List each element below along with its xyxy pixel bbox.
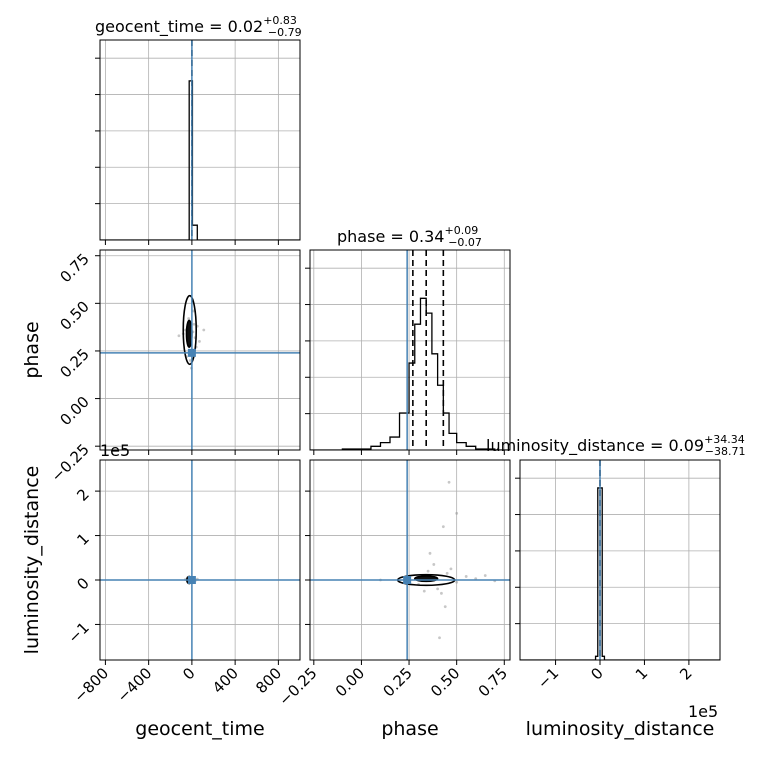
panel-frame — [99, 249, 301, 451]
y-tick-label: −0.25 — [48, 440, 93, 485]
scatter-layer — [100, 460, 300, 660]
scatter-point — [432, 563, 436, 566]
contour-core — [185, 319, 193, 348]
truth-marker — [403, 576, 412, 584]
scatter-point — [436, 587, 440, 591]
scatter-point — [447, 480, 451, 484]
scatter-point — [422, 589, 426, 593]
panel-frame — [519, 459, 721, 661]
x-tick-label: −400 — [114, 664, 156, 706]
panel-frame — [309, 249, 511, 451]
ylabel-phase: phase — [21, 321, 43, 378]
y-tick-label: 1 — [73, 530, 92, 549]
xlabel-geocent-time: geocent_time — [135, 718, 264, 740]
histogram-step — [100, 80, 300, 240]
panel-geocent_time-geocent_time — [95, 39, 301, 245]
y-tick-label: 0.50 — [56, 297, 92, 333]
panel-frame — [309, 459, 511, 661]
scatter-point — [443, 605, 447, 609]
scatter-point — [426, 569, 430, 573]
offset-text-luminosity-distance-x: 1e5 — [688, 702, 718, 721]
panel-phase-luminosity_distance: −0.25 0.00 0.25 0.50 0.75 — [275, 459, 511, 709]
y-tick-label: 0.00 — [56, 393, 92, 429]
x-tick-label: −800 — [70, 664, 112, 706]
scatter-layer — [310, 460, 510, 660]
panel-geocent_time-phase: −0.25 0.00 0.25 0.50 0.75 — [48, 249, 301, 486]
x-tick-label: −1 — [534, 664, 562, 692]
scatter-point — [440, 591, 443, 595]
x-tick-label: 0 — [179, 664, 198, 683]
panel-frame — [99, 39, 301, 241]
scatter-point — [464, 575, 468, 578]
title-phase: phase = 0.34+0.09 −0.07 — [337, 224, 482, 249]
scatter-point — [449, 567, 453, 571]
scatter-layer — [100, 250, 300, 450]
x-tick-label: 0 — [587, 664, 606, 683]
panel-phase-phase — [305, 249, 511, 455]
panel-frame — [99, 459, 301, 661]
scatter-point — [455, 511, 459, 515]
panel-luminosity_distance-luminosity_distance: −1 0 1 2 — [515, 459, 721, 692]
x-tick-label: 0.75 — [475, 664, 511, 700]
truth-marker — [187, 576, 196, 584]
scatter-point — [428, 551, 432, 555]
xlabel-luminosity-distance: luminosity_distance — [526, 718, 715, 740]
ylabel-luminosity-distance: luminosity_distance — [21, 466, 43, 655]
x-tick-label: 400 — [209, 664, 242, 697]
scatter-point — [438, 636, 441, 640]
scatter-point — [187, 317, 191, 320]
histogram-step — [520, 487, 720, 660]
offset-text-luminosity-distance-y: 1e5 — [100, 441, 130, 460]
scatter-point — [441, 525, 445, 529]
x-tick-label: 1 — [632, 664, 651, 683]
x-tick-label: 0.50 — [427, 664, 463, 700]
panels-group: −1 0 1 2−0.250.000.250.500.75−800 −400 0 400 80… — [48, 39, 721, 709]
xlabel-phase: phase — [381, 718, 438, 740]
scatter-point — [445, 571, 449, 575]
scatter-point — [455, 580, 459, 584]
y-tick-label: 0 — [73, 574, 92, 593]
title-luminosity-distance: luminosity_distance = 0.09+34.34 −38.71 — [486, 433, 746, 458]
scatter-point — [188, 359, 192, 362]
y-tick-label: 0.75 — [56, 250, 92, 286]
x-tick-label: 0.25 — [380, 664, 416, 700]
y-tick-label: 2 — [73, 485, 92, 504]
scatter-point — [192, 322, 196, 326]
x-tick-label: 2 — [676, 664, 695, 683]
scatter-point — [202, 328, 206, 332]
contour-line — [182, 294, 198, 366]
title-geocent-time: geocent_time = 0.02+0.83 −0.79 — [95, 14, 302, 39]
scatter-point — [177, 334, 181, 338]
truth-marker — [187, 348, 196, 357]
y-tick-label: 0.25 — [56, 345, 92, 381]
x-tick-label: 0.00 — [332, 664, 368, 700]
scatter-point — [192, 309, 195, 313]
histogram-step — [310, 297, 510, 450]
x-tick-label: −0.25 — [275, 664, 320, 709]
scatter-point — [198, 340, 201, 343]
scatter-point — [483, 574, 487, 577]
y-tick-label: −1 — [64, 619, 92, 647]
